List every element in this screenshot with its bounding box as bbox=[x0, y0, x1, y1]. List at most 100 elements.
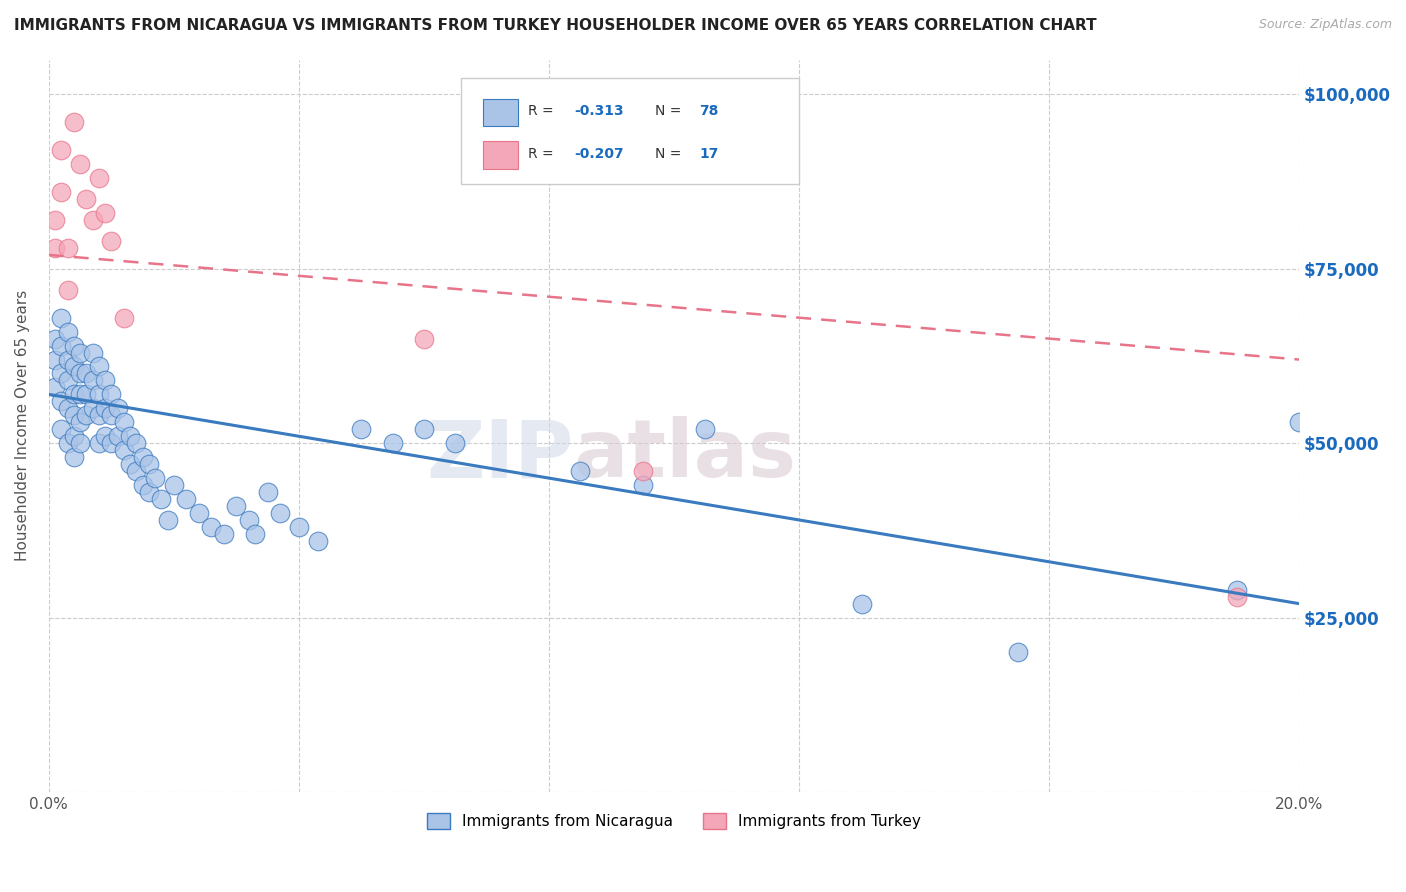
Point bbox=[75, 409, 97, 423]
Point bbox=[94, 374, 117, 388]
Point bbox=[118, 429, 141, 443]
Point bbox=[150, 491, 173, 506]
Point bbox=[69, 415, 91, 429]
Point bbox=[51, 143, 73, 157]
Point bbox=[56, 283, 79, 297]
Point bbox=[62, 115, 84, 129]
Bar bbox=[482, 98, 517, 127]
Point bbox=[307, 533, 329, 548]
Text: R =: R = bbox=[527, 104, 558, 118]
Point bbox=[444, 436, 467, 450]
Point bbox=[1226, 582, 1249, 597]
Point bbox=[112, 415, 135, 429]
Point bbox=[51, 394, 73, 409]
Point bbox=[1288, 415, 1310, 429]
Point bbox=[56, 241, 79, 255]
Point bbox=[1007, 645, 1029, 659]
Point bbox=[82, 345, 104, 359]
Point bbox=[695, 422, 717, 436]
Point bbox=[569, 464, 592, 478]
Point bbox=[87, 436, 110, 450]
Point bbox=[112, 443, 135, 458]
Point bbox=[631, 464, 654, 478]
Text: R =: R = bbox=[527, 146, 558, 161]
Point bbox=[212, 527, 235, 541]
Text: ZIP: ZIP bbox=[426, 416, 574, 494]
Point bbox=[56, 325, 79, 339]
Point bbox=[56, 401, 79, 416]
Point bbox=[69, 157, 91, 171]
Point bbox=[87, 409, 110, 423]
Point bbox=[631, 478, 654, 492]
Point bbox=[82, 374, 104, 388]
Point bbox=[412, 332, 434, 346]
Point bbox=[138, 485, 160, 500]
Point bbox=[51, 338, 73, 352]
Point bbox=[87, 359, 110, 374]
Point bbox=[156, 513, 179, 527]
Point bbox=[69, 436, 91, 450]
Point bbox=[69, 387, 91, 401]
Text: Source: ZipAtlas.com: Source: ZipAtlas.com bbox=[1258, 18, 1392, 31]
Point bbox=[131, 478, 153, 492]
Bar bbox=[482, 141, 517, 169]
Point bbox=[107, 429, 129, 443]
Point bbox=[44, 352, 66, 367]
Point bbox=[87, 387, 110, 401]
Point bbox=[82, 213, 104, 227]
Point bbox=[62, 429, 84, 443]
Text: IMMIGRANTS FROM NICARAGUA VS IMMIGRANTS FROM TURKEY HOUSEHOLDER INCOME OVER 65 Y: IMMIGRANTS FROM NICARAGUA VS IMMIGRANTS … bbox=[14, 18, 1097, 33]
Point bbox=[350, 422, 373, 436]
Point bbox=[44, 241, 66, 255]
Legend: Immigrants from Nicaragua, Immigrants from Turkey: Immigrants from Nicaragua, Immigrants fr… bbox=[420, 807, 928, 836]
Point bbox=[75, 192, 97, 206]
Point bbox=[69, 345, 91, 359]
Point bbox=[187, 506, 209, 520]
Point bbox=[82, 401, 104, 416]
Point bbox=[56, 374, 79, 388]
Point bbox=[94, 206, 117, 220]
Point bbox=[174, 491, 197, 506]
Point bbox=[163, 478, 186, 492]
Point bbox=[125, 436, 148, 450]
Point bbox=[62, 409, 84, 423]
Text: -0.313: -0.313 bbox=[574, 104, 623, 118]
Point bbox=[1226, 590, 1249, 604]
Text: N =: N = bbox=[655, 104, 686, 118]
Point bbox=[100, 436, 122, 450]
Text: 78: 78 bbox=[699, 104, 718, 118]
Point bbox=[118, 457, 141, 471]
Point bbox=[51, 367, 73, 381]
Point bbox=[851, 597, 873, 611]
Text: -0.207: -0.207 bbox=[574, 146, 623, 161]
Point bbox=[87, 171, 110, 186]
Point bbox=[112, 310, 135, 325]
Point bbox=[51, 185, 73, 199]
Point bbox=[107, 401, 129, 416]
Point bbox=[131, 450, 153, 465]
Point bbox=[75, 387, 97, 401]
Point bbox=[200, 520, 222, 534]
Point bbox=[69, 367, 91, 381]
Point bbox=[256, 485, 278, 500]
FancyBboxPatch shape bbox=[461, 78, 799, 184]
Point bbox=[238, 513, 260, 527]
Point bbox=[56, 352, 79, 367]
Point bbox=[56, 436, 79, 450]
Point bbox=[143, 471, 166, 485]
Point bbox=[100, 234, 122, 248]
Point bbox=[288, 520, 311, 534]
Point bbox=[269, 506, 291, 520]
Point bbox=[225, 499, 247, 513]
Point bbox=[100, 387, 122, 401]
Point bbox=[75, 367, 97, 381]
Point bbox=[412, 422, 434, 436]
Point bbox=[243, 527, 266, 541]
Point bbox=[381, 436, 404, 450]
Point bbox=[51, 310, 73, 325]
Point bbox=[94, 401, 117, 416]
Point bbox=[62, 450, 84, 465]
Point bbox=[100, 409, 122, 423]
Point bbox=[44, 380, 66, 394]
Point bbox=[94, 429, 117, 443]
